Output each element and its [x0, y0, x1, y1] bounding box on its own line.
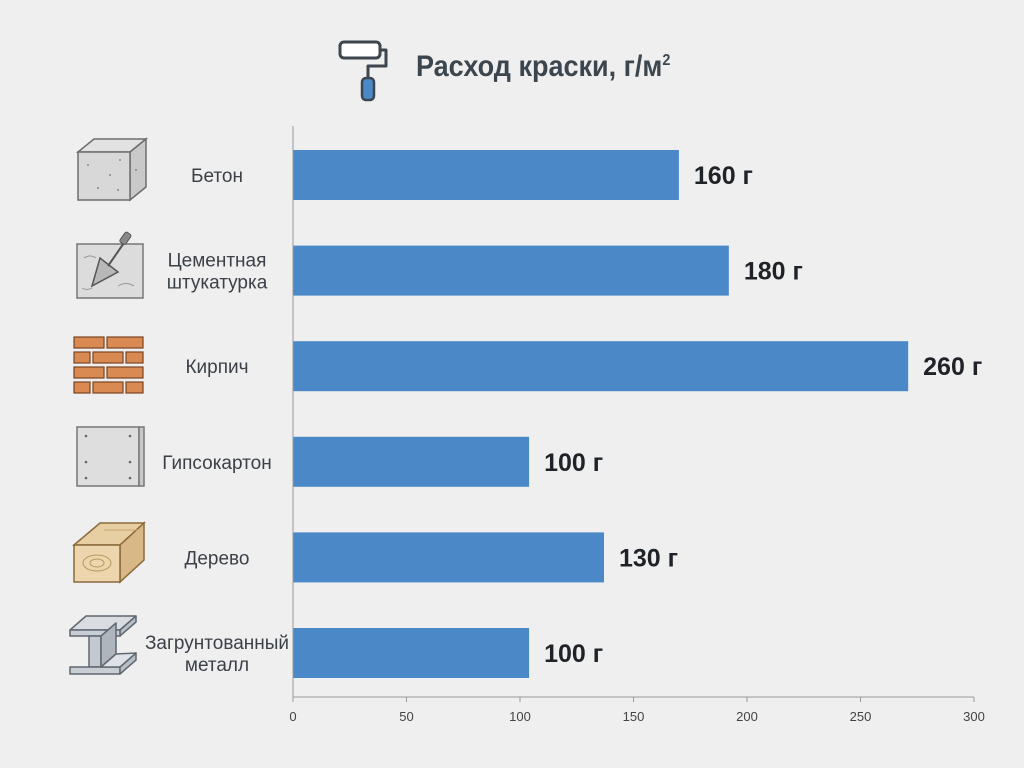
bar-3: [293, 436, 530, 487]
trowel-plaster-icon: [76, 231, 144, 299]
x-tick-label-4: 200: [736, 709, 758, 724]
bars-layer: [293, 150, 909, 678]
category-label-line: Бетон: [191, 166, 243, 187]
category-label-line: Кирпич: [185, 357, 248, 378]
x-tick-label-2: 100: [509, 709, 531, 724]
category-label-4: Дерево: [184, 548, 249, 569]
category-label-line: Гипсокартон: [162, 453, 271, 474]
category-label-2: Кирпич: [185, 357, 248, 378]
x-tick-label-5: 250: [850, 709, 872, 724]
wood-beam-icon: [71, 521, 146, 584]
category-label-0: Бетон: [191, 166, 243, 187]
paint-roller-icon: [338, 40, 388, 102]
category-label-line: Цементная: [168, 251, 267, 272]
category-label-1: Цементная штукатурка: [167, 251, 268, 294]
bar-5: [293, 628, 530, 678]
value-label-4: 130 г: [619, 544, 678, 572]
category-labels: Бетон Цементная штукатурка Кирпич Гипсокарто…: [145, 166, 289, 676]
value-labels: 160 г 180 г 260 г 100 г 130 г 100 г: [544, 162, 982, 668]
value-label-1: 180 г: [744, 258, 803, 286]
chart-title-text: Расход краски, г/м: [416, 50, 663, 83]
steel-i-beam-icon: [69, 615, 137, 675]
x-tick-label-0: 0: [289, 709, 296, 724]
brick-wall-icon: [73, 336, 144, 394]
chart-title-area: Расход краски, г/м2: [0, 38, 1024, 108]
category-label-line: Дерево: [184, 548, 249, 569]
drywall-panel-icon: [76, 426, 145, 487]
x-tick-label-6: 300: [963, 709, 985, 724]
category-label-line: штукатурка: [167, 273, 268, 294]
bar-0: [293, 150, 679, 200]
x-axis-ticks: 0 50 100 150 200 250 300: [289, 697, 985, 724]
category-label-3: Гипсокартон: [162, 453, 271, 474]
value-label-3: 100 г: [544, 449, 603, 477]
x-tick-label-1: 50: [399, 709, 413, 724]
bar-2: [293, 341, 909, 392]
bar-4: [293, 532, 604, 583]
category-icons: [69, 137, 149, 675]
x-tick-label-3: 150: [623, 709, 645, 724]
value-label-0: 160 г: [694, 162, 753, 190]
category-label-line: Загрунтованный: [145, 633, 289, 654]
category-label-5: Загрунтованный металл: [145, 633, 289, 676]
bar-1: [293, 245, 729, 296]
value-label-5: 100 г: [544, 640, 603, 668]
chart-title: Расход краски, г/м2: [416, 50, 670, 84]
chart-title-superscript: 2: [662, 52, 671, 69]
concrete-block-icon: [75, 137, 149, 202]
value-label-2: 260 г: [923, 353, 982, 381]
category-label-line: металл: [185, 655, 249, 676]
